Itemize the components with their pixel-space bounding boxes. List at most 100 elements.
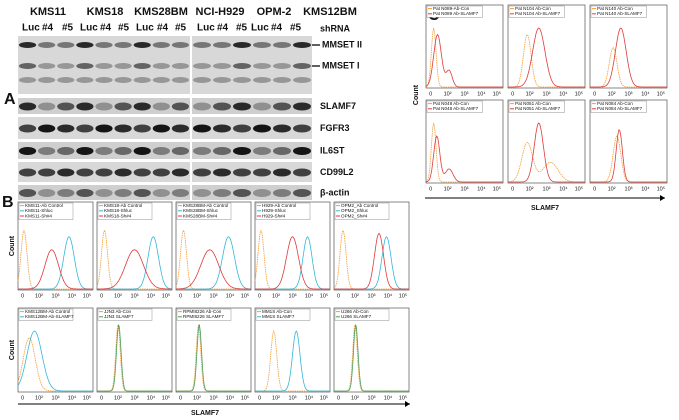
marker-label: CD99L2 bbox=[320, 167, 354, 177]
legend-entry: KMS18-Sh#4 bbox=[104, 213, 132, 218]
band bbox=[152, 189, 170, 197]
lane-label: Luc bbox=[80, 23, 98, 34]
tick-label: 10⁴ bbox=[384, 394, 393, 401]
tick-label: 10³ bbox=[543, 186, 551, 192]
band bbox=[171, 42, 190, 48]
tick-label: 10³ bbox=[210, 395, 218, 401]
band bbox=[133, 77, 151, 83]
legend-box bbox=[176, 202, 232, 220]
legend-entry: KMS18-Shluc bbox=[104, 208, 133, 213]
band bbox=[293, 189, 311, 197]
tick-label: 10⁴ bbox=[384, 292, 393, 299]
band bbox=[114, 124, 132, 133]
band bbox=[233, 63, 251, 69]
lane-label: Luc bbox=[251, 23, 269, 34]
band bbox=[193, 168, 211, 177]
plot-frame bbox=[507, 4, 586, 89]
band bbox=[171, 168, 190, 177]
band bbox=[18, 168, 37, 177]
band bbox=[213, 77, 231, 83]
band bbox=[38, 168, 56, 177]
lane-label: #5 bbox=[175, 23, 187, 34]
tick-label: 10⁵ bbox=[320, 292, 328, 299]
plot-frame bbox=[507, 99, 586, 184]
tick-label: 10³ bbox=[461, 91, 469, 97]
legend-entry: RPMI8226 Ab-Con bbox=[183, 309, 222, 314]
tick-label: 10⁵ bbox=[399, 292, 407, 299]
legend-entry: H929-Ab Control bbox=[262, 203, 296, 208]
band bbox=[76, 124, 94, 133]
tick-label: 10⁴ bbox=[147, 394, 156, 401]
plot-frame bbox=[96, 307, 173, 393]
histogram-curve bbox=[508, 141, 585, 183]
band bbox=[213, 124, 231, 133]
band bbox=[171, 147, 190, 155]
band bbox=[253, 77, 271, 83]
legend-entry: Pat N048 Ab-Con bbox=[433, 101, 469, 106]
tick-label: 10³ bbox=[368, 293, 376, 299]
tick-label: 10⁴ bbox=[477, 90, 486, 97]
band bbox=[38, 77, 56, 83]
histogram-curve bbox=[334, 324, 409, 392]
histogram-curve bbox=[97, 324, 172, 392]
tick-label: 10⁴ bbox=[477, 185, 486, 192]
tick-label: 0 bbox=[100, 395, 103, 401]
band bbox=[38, 42, 56, 48]
blot bbox=[18, 36, 190, 94]
band bbox=[95, 102, 113, 111]
band bbox=[114, 63, 132, 69]
band bbox=[171, 77, 190, 83]
band bbox=[293, 147, 311, 155]
band bbox=[76, 102, 94, 111]
legend-box bbox=[590, 100, 647, 113]
tick-label: 10³ bbox=[210, 293, 218, 299]
histogram-curve bbox=[255, 236, 330, 290]
legend-box bbox=[255, 308, 311, 321]
band bbox=[253, 42, 271, 48]
blot bbox=[192, 36, 312, 94]
band bbox=[133, 63, 151, 69]
tick-label: 10³ bbox=[52, 293, 60, 299]
legend-entry: KMS28BM-Sh#4 bbox=[183, 213, 218, 218]
histogram-plot: KMS28BM-Ab ControlKMS28BM-ShlucKMS28BM-S… bbox=[175, 201, 252, 299]
band bbox=[76, 147, 94, 155]
band bbox=[57, 77, 75, 83]
histogram-curve bbox=[590, 27, 667, 88]
band bbox=[57, 63, 75, 69]
plot-frame bbox=[425, 4, 504, 89]
band bbox=[233, 168, 251, 177]
band bbox=[133, 124, 151, 133]
tick-label: 0 bbox=[258, 395, 261, 401]
band bbox=[293, 77, 311, 83]
band bbox=[95, 77, 113, 83]
tick-label: 10⁵ bbox=[320, 394, 328, 401]
tick-label: 10⁴ bbox=[68, 394, 77, 401]
band bbox=[273, 147, 291, 155]
histogram-curve bbox=[334, 232, 409, 290]
histogram-curve bbox=[97, 249, 172, 290]
tick-label: 0 bbox=[337, 293, 340, 299]
band bbox=[57, 189, 75, 197]
tick-label: 10⁴ bbox=[641, 185, 650, 192]
tick-label: 10⁴ bbox=[559, 90, 568, 97]
plot-frame bbox=[175, 201, 252, 291]
band bbox=[273, 168, 291, 177]
tick-label: 0 bbox=[21, 395, 24, 401]
band bbox=[152, 63, 170, 69]
legend-box bbox=[426, 5, 483, 18]
tick-label: 10⁵ bbox=[241, 394, 249, 401]
axis-label: Count bbox=[413, 84, 420, 105]
band bbox=[152, 77, 170, 83]
band bbox=[273, 124, 291, 133]
tick-label: 10⁴ bbox=[68, 292, 77, 299]
plot-frame bbox=[96, 201, 173, 291]
histogram-curve bbox=[334, 324, 409, 392]
tick-label: 10³ bbox=[461, 186, 469, 192]
band bbox=[114, 42, 132, 48]
tick-label: 10² bbox=[444, 91, 452, 97]
band bbox=[76, 63, 94, 69]
